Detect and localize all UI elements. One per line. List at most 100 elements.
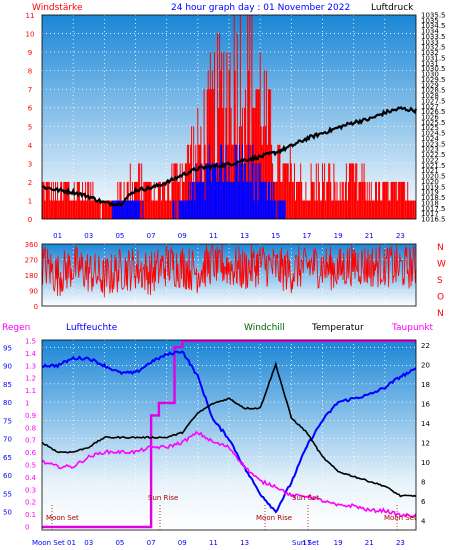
panel1-x-tick: 01 (53, 232, 62, 240)
rain-series (42, 339, 416, 529)
panel1-yright-tick: 1017 (421, 210, 439, 218)
panel1-yleft-tick: 11 (26, 12, 35, 20)
panel3-temp-tick: 8 (421, 478, 425, 486)
panel3-header-label: Temperatur (311, 323, 364, 333)
panel1-yright-tick: 1018 (421, 199, 439, 207)
panel1-yleft-tick: 8 (28, 68, 32, 76)
panel1-yleft-tick: 7 (28, 86, 32, 94)
temperature-series (41, 361, 417, 498)
wind-avg-series (112, 144, 286, 219)
panel3-temp-tick: 4 (421, 517, 426, 525)
panel1-yright-tick: 1032.5 (421, 44, 446, 52)
panel1-yright-tick: 1017.5 (421, 205, 446, 213)
panel1-yright-tick: 1029.5 (421, 76, 446, 84)
panel1-yright-tick: 1034.5 (421, 22, 446, 30)
panel1-yright-tick: 1029 (421, 81, 439, 89)
panel1-yright-tick: 1021.5 (421, 162, 446, 170)
panel1-yright-tick: 1024 (421, 135, 439, 143)
chart-title: 24 hour graph day : 01 November 2022 (171, 3, 350, 13)
panel1-yright-tick: 1034 (421, 28, 439, 36)
panel3-humidity-tick: 50 (3, 509, 12, 517)
panel1-yright-tick: 1018.5 (421, 194, 446, 202)
panel3-humidity-tick: 95 (3, 344, 12, 352)
panel3-rain-tick: 1.1 (25, 387, 36, 395)
panel3-temp-tick: 14 (421, 420, 430, 428)
panel1-yright-tick: 1027 (421, 103, 439, 111)
panel1-yright-tick: 1023 (421, 146, 439, 154)
panel1-yright-tick: 1026.5 (421, 108, 446, 116)
panel2-frame (41, 243, 417, 307)
panel1-yright-tick: 1020.5 (421, 173, 446, 181)
panel3-x-tick: 05 (115, 539, 124, 547)
panel1-yleft-tick: 9 (28, 49, 32, 57)
panel3-temp-tick: 16 (421, 400, 430, 408)
panel1-x-tick: 23 (396, 232, 405, 240)
panel2-compass-label: S (437, 276, 443, 286)
panel1-yright-tick: 1019.5 (421, 183, 446, 191)
panel3-rain-tick: 1 (25, 400, 29, 408)
humidity-series (41, 350, 417, 514)
panel3-rain-tick: 1.3 (25, 362, 36, 370)
panel1-yleft-tick: 10 (26, 31, 35, 39)
panel3-background (42, 340, 416, 530)
panel3-temp-tick: 22 (421, 342, 430, 350)
panel3-x-tick: 11 (209, 539, 218, 547)
panel3-humidity-tick: 75 (3, 417, 12, 425)
panel1-x-tick: 15 (271, 232, 280, 240)
dewpoint-series (41, 430, 417, 518)
panel3-x-tick: 09 (178, 539, 187, 547)
panel1-right-label: Luftdruck (371, 3, 414, 13)
panel1-yright-tick: 1025.5 (421, 119, 446, 127)
panel1-x-tick: 07 (147, 232, 156, 240)
panel3-x-tick: 19 (334, 539, 343, 547)
panel3-rain-tick: 1.4 (25, 350, 37, 358)
panel1-yright-tick: 1032 (421, 49, 439, 57)
panel3-temp-tick: 10 (421, 459, 430, 467)
panel1-yright-tick: 1030 (421, 71, 439, 79)
panel1-x-tick: 09 (178, 232, 187, 240)
panel2-compass-label: N (437, 309, 444, 319)
panel1-yright-tick: 1023.5 (421, 140, 446, 148)
panel1-left-label: Windstärke (32, 3, 83, 13)
panel1-yright-tick: 1027.5 (421, 97, 446, 105)
panel1-yright-tick: 1028 (421, 92, 439, 100)
panel2-yleft-tick: 0 (34, 303, 38, 311)
panel3-rain-tick: 0.1 (25, 511, 36, 519)
panel3-annotation: Moon Set (46, 514, 79, 522)
panel2-yleft-tick: 270 (25, 257, 38, 265)
panel1-yright-tick: 1021 (421, 167, 439, 175)
panel3-rain-tick: 1.2 (25, 375, 36, 383)
panel3-x-tick: 03 (84, 539, 93, 547)
panel1-yright-tick: 1033.5 (421, 33, 446, 41)
pressure-series (41, 105, 418, 208)
panel1-yright-tick: 1028.5 (421, 87, 446, 95)
panel3-annotation: Moon Set (384, 514, 417, 522)
panel3-header-label: Windchill (244, 323, 285, 333)
panel1-yleft-tick: 4 (28, 142, 33, 150)
panel3-humidity-tick: 60 (3, 472, 12, 480)
panel3-rain-tick: 0.6 (25, 449, 37, 457)
panel1-x-tick: 13 (240, 232, 249, 240)
panel1-yleft-tick: 3 (28, 160, 32, 168)
panel3-annotation: Sun Set (292, 539, 319, 547)
panel3-humidity-tick: 55 (3, 490, 12, 498)
panel3-annotation: Moon Rise (256, 514, 292, 522)
panel3-humidity-tick: 80 (3, 399, 12, 407)
panel2-compass-label: N (437, 243, 444, 253)
panel1-x-tick: 21 (365, 232, 374, 240)
panel2-compass-label: W (437, 260, 446, 270)
panel3-header-label: Luftfeuchte (66, 323, 118, 333)
panel1-frame (41, 14, 417, 220)
panel3-header-label: Taupunkt (391, 323, 434, 333)
panel3-humidity-tick: 85 (3, 381, 12, 389)
panel3-x-tick: 17 (302, 539, 311, 547)
panel2-yleft-tick: 180 (25, 272, 38, 280)
panel1-x-tick: 19 (334, 232, 343, 240)
panel3-annotation: Moon Set 01 (32, 539, 76, 547)
panel1-yleft-tick: 2 (28, 179, 32, 187)
panel1-yleft-tick: 0 (28, 216, 32, 224)
panel1-x-tick: 11 (209, 232, 218, 240)
panel3-humidity-tick: 90 (3, 363, 12, 371)
panel3-header-label: Regen (2, 323, 30, 333)
